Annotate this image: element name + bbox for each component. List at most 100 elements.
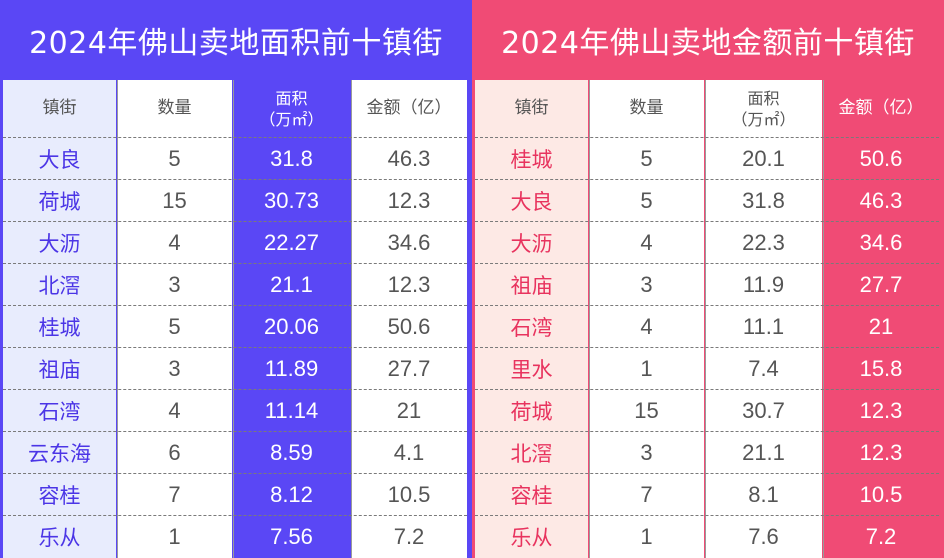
column-divider [351,80,352,558]
area-cell: 8.59 [270,440,313,465]
area-cell: 20.1 [742,146,785,171]
count-cell: 3 [640,440,653,465]
town-cell: 荷城 [38,190,81,214]
area-cell: 22.3 [742,230,785,255]
town-cell: 桂城 [510,148,553,172]
column-divider [117,80,118,558]
amount-cell: 12.3 [387,188,431,213]
area-cell: 11.14 [264,398,319,423]
row-divider [3,137,467,138]
count-cell: 5 [640,188,653,213]
count-cell: 1 [640,356,653,381]
area-column [705,80,822,558]
amount-cell: 4.1 [393,440,425,465]
row-divider [475,137,939,138]
amount-cell: 7.2 [393,524,425,549]
area-cell: 7.6 [748,524,779,549]
town-cell: 北滘 [38,274,81,298]
amount-cell: 34.6 [859,230,903,255]
row-divider [475,515,939,516]
amount-cell: 10.5 [859,482,903,507]
town-cell: 祖庙 [38,358,81,382]
area-cell: 7.56 [270,524,313,549]
town-cell: 容桂 [510,484,553,508]
row-divider [3,431,467,432]
header-area-line1: 面积 [275,88,308,108]
count-column [117,80,232,558]
row-divider [475,179,939,180]
area-cell: 22.27 [263,230,320,255]
row-divider [475,389,939,390]
count-cell: 7 [640,482,653,507]
amount-cell: 21 [868,314,894,339]
header-area: 面积 （万㎡） [705,80,822,137]
area-cell: 7.4 [748,356,779,381]
row-divider [3,389,467,390]
town-cell: 北滘 [510,442,553,466]
header-town: 镇街 [42,98,77,118]
amount-cell: 12.3 [387,272,431,297]
amount-column [823,80,939,558]
amount-cell: 10.5 [387,482,431,507]
area-cell: 11.9 [742,272,785,297]
row-divider [475,347,939,348]
area-cell: 21.1 [270,272,313,297]
column-divider [233,80,234,558]
town-cell: 乐从 [510,526,553,550]
area-cell: 30.7 [742,398,785,423]
town-cell: 石湾 [38,400,81,424]
header-count: 数量 [157,98,192,118]
amount-cell: 21 [396,398,422,423]
count-cell: 4 [640,230,653,255]
count-cell: 7 [168,482,181,507]
amount-cell: 7.2 [865,524,897,549]
area-cell: 31.8 [742,188,785,213]
amount-ranking-table: 镇街 数量 面积 （万㎡） 金额（亿） 桂城 5 20.1 50.6 大良 5 31.8 46… [472,80,944,558]
amount-ranking-title: 2024年佛山卖地金额前十镇街 [501,26,915,61]
town-cell: 荷城 [510,400,553,424]
amount-cell: 50.6 [387,314,431,339]
area-cell: 30.73 [263,188,320,213]
row-divider [3,179,467,180]
area-cell: 20.06 [263,314,320,339]
row-divider [3,263,467,264]
count-cell: 4 [168,230,181,255]
count-column [589,80,704,558]
town-cell: 祖庙 [510,274,553,298]
column-divider [823,80,824,558]
amount-cell: 27.7 [387,356,431,381]
header-count: 数量 [629,98,664,118]
count-cell: 5 [168,314,181,339]
count-cell: 4 [640,314,653,339]
town-cell: 大良 [38,148,81,172]
header-area: 面积 （万㎡） [233,80,350,137]
row-divider [3,305,467,306]
row-divider [475,305,939,306]
town-cell: 云东海 [28,442,91,466]
header-town: 镇街 [514,98,549,118]
count-cell: 4 [168,398,181,423]
header-area-line2: （万㎡） [259,109,324,129]
amount-cell: 50.6 [859,146,903,171]
amount-cell: 12.3 [859,440,903,465]
column-divider [589,80,590,558]
area-column [233,80,350,558]
area-cell: 11.89 [264,356,319,381]
header-area-line2: （万㎡） [731,109,796,129]
amount-cell: 12.3 [859,398,903,423]
column-divider [705,80,706,558]
count-cell: 1 [168,524,181,549]
amount-cell: 27.7 [859,272,903,297]
amount-column [351,80,467,558]
row-divider [3,347,467,348]
area-cell: 11.1 [742,314,785,339]
count-cell: 3 [168,272,181,297]
row-divider [475,263,939,264]
area-cell: 8.1 [748,482,779,507]
area-ranking-title: 2024年佛山卖地面积前十镇街 [29,26,443,61]
town-cell: 桂城 [38,316,81,340]
count-cell: 5 [168,146,181,171]
town-column [475,80,588,558]
header-amount: 金额（亿） [838,98,924,118]
amount-cell: 15.8 [859,356,903,381]
